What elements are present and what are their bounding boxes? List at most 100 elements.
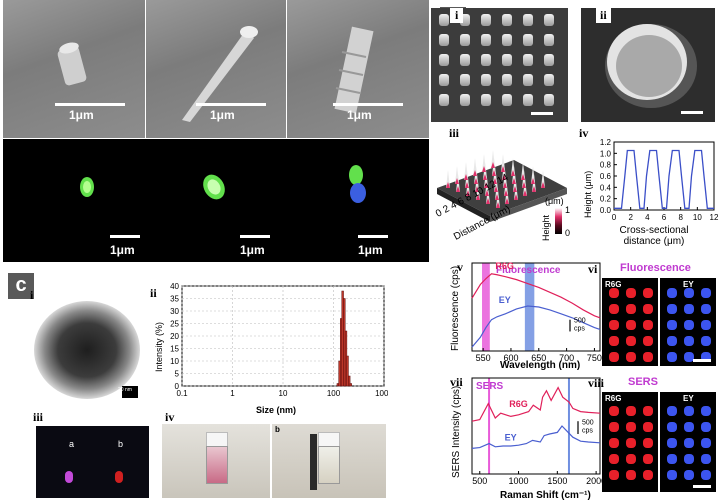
vial-photo-a	[162, 424, 270, 498]
x-tick-label: 550	[476, 353, 491, 363]
sublabel-c-i: i	[30, 288, 34, 302]
sublabel-b-vi: vi	[588, 262, 598, 276]
series-line	[471, 425, 601, 449]
afm-colorbar	[555, 208, 562, 234]
afm-spike-base	[485, 190, 489, 196]
map-dot	[684, 406, 694, 416]
afm-spike-base	[523, 190, 527, 196]
dls-ylabel: Intensity (%)	[154, 321, 164, 372]
x-tick-label: 12	[710, 213, 719, 222]
map-dot	[609, 438, 619, 448]
map-dot	[626, 352, 636, 362]
map-dot	[667, 422, 677, 432]
map-dot	[609, 304, 619, 314]
y-tick-label: 1.0	[600, 149, 612, 158]
afm-spike-base	[511, 170, 515, 176]
y-tick-label: 30	[170, 307, 179, 316]
scale-bar	[333, 103, 403, 106]
pillar	[481, 34, 491, 46]
pillar	[544, 14, 554, 26]
afm-spike	[446, 170, 450, 188]
sublabel-b-v: v	[457, 260, 463, 274]
pillar	[523, 14, 533, 26]
vial-b-glow	[115, 471, 123, 483]
map-dot	[609, 336, 619, 346]
afm-spike-base	[505, 198, 509, 204]
sem-particle-shape	[334, 26, 374, 114]
map-dot	[609, 470, 619, 480]
scale-bar-label: 500	[574, 318, 586, 325]
x-tick-label: 0	[612, 213, 617, 222]
fluor-map-ey	[660, 278, 716, 366]
afm-spike	[521, 162, 525, 180]
map-dot	[701, 470, 711, 480]
map-dot	[626, 438, 636, 448]
afm-spike-base	[473, 170, 477, 176]
afm-spikes	[446, 150, 545, 208]
y-tick-label: 20	[170, 332, 179, 341]
afm-colorbar-min: 0	[565, 228, 571, 238]
pillar	[544, 94, 554, 106]
fluorescence-particles	[80, 165, 366, 203]
sers-chart-title: SERS	[476, 381, 504, 392]
histogram-bar	[349, 383, 352, 387]
map-dot	[684, 422, 694, 432]
afm-spike-base	[502, 174, 506, 180]
afm-spike-base	[486, 198, 490, 204]
sers-map-r6g	[602, 392, 658, 492]
map-dot	[609, 288, 619, 298]
x-tick-label: 1500	[547, 476, 567, 486]
pillar	[523, 74, 533, 86]
dls-xlabel: Size (nm)	[256, 405, 297, 415]
afm-spike-base	[495, 194, 499, 200]
pillar	[502, 54, 512, 66]
histogram-bar	[346, 355, 349, 387]
panel-letter-c: c	[8, 273, 34, 299]
pillar-top-view	[605, 24, 697, 108]
afm-spike-base	[491, 162, 495, 168]
map-dot	[626, 470, 636, 480]
sublabel-b-i: i	[450, 8, 464, 23]
sublabel-b-iv: iv	[579, 126, 589, 140]
afm-spike	[455, 166, 459, 184]
map-dot	[684, 304, 694, 314]
pillar	[481, 94, 491, 106]
pillar	[481, 74, 491, 86]
scale-bar	[531, 112, 553, 115]
map-dot	[667, 352, 677, 362]
afm-spike-base	[513, 186, 517, 192]
map-dot	[701, 438, 711, 448]
plot-frame	[471, 262, 601, 352]
y-tick-label: 0.8	[600, 161, 612, 170]
sublabel-b-iii: iii	[449, 126, 460, 140]
x-tick-label: 600	[503, 353, 518, 363]
tem-particle-shape	[34, 301, 140, 399]
afm-3d-surface	[437, 150, 567, 222]
pillar	[544, 54, 554, 66]
afm-spike-base	[494, 186, 498, 192]
series-line	[471, 386, 601, 422]
afm-spike-base	[474, 178, 478, 184]
fluor-map-r6g-label: R6G	[605, 280, 622, 289]
series-label-ey: EY	[499, 295, 511, 305]
map-dot	[643, 288, 653, 298]
sers-map-r6g-label: R6G	[605, 394, 622, 403]
map-dot	[684, 352, 694, 362]
sers-map-ey-label: EY	[683, 394, 694, 403]
fluor-chart-ylabel: Fluorescence (cps)	[450, 265, 461, 351]
fluor-map-r6g	[602, 278, 658, 366]
map-dot	[643, 454, 653, 464]
map-dot	[684, 470, 694, 480]
afm-spike	[511, 158, 515, 176]
sublabel-b-ii: ii	[596, 8, 611, 23]
vial-b-label: b	[118, 439, 124, 449]
scale-bar-label: 500	[582, 419, 594, 426]
sem-particle-shape	[182, 26, 258, 122]
fluorescent-vials-image: a b	[36, 426, 149, 498]
sublabel-c-ii: ii	[150, 286, 157, 300]
afm-spike-base	[466, 190, 470, 196]
x-tick-label: 2000	[586, 476, 604, 486]
sublabel-b-vii: vii	[450, 375, 463, 389]
sers-spectrum-chart: SERSR6GEY500cps500100015002000	[471, 377, 604, 486]
